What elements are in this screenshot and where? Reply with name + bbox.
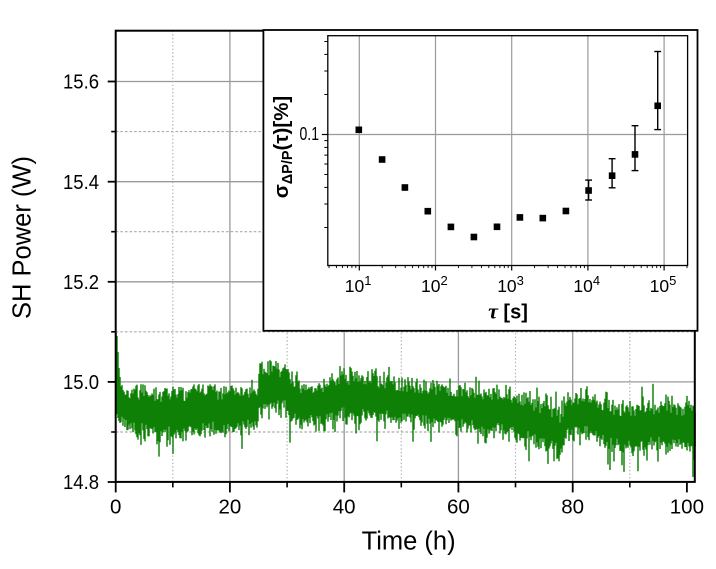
- svg-text:15.6: 15.6: [63, 71, 99, 94]
- svg-text:0.1: 0.1: [300, 124, 320, 144]
- svg-text:20: 20: [218, 496, 241, 519]
- svg-text:15.0: 15.0: [63, 371, 99, 394]
- svg-text:15.4: 15.4: [63, 171, 99, 194]
- svg-text:0: 0: [110, 496, 121, 519]
- svg-text:SH Power (W): SH Power (W): [9, 156, 37, 319]
- svg-text:τ [s]: τ [s]: [488, 299, 528, 324]
- svg-text:100: 100: [670, 496, 704, 519]
- svg-text:80: 80: [561, 496, 584, 519]
- svg-text:60: 60: [447, 496, 470, 519]
- svg-text:14.8: 14.8: [63, 471, 99, 494]
- svg-text:15.2: 15.2: [63, 271, 99, 294]
- svg-text:40: 40: [333, 496, 356, 519]
- svg-text:Time (h): Time (h): [362, 528, 456, 556]
